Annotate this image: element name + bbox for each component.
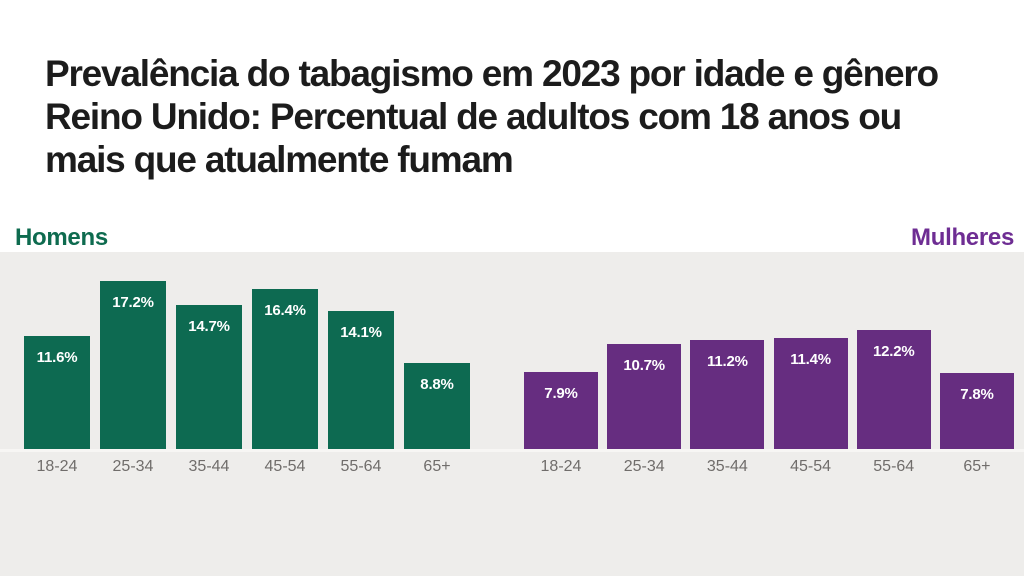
axis-tick-label: 25-34 xyxy=(112,458,154,475)
axis-tick-label: 65+ xyxy=(963,458,991,475)
axis-tick-label: 55-64 xyxy=(340,458,382,475)
axis-tick-label: 65+ xyxy=(423,458,451,475)
bar-value-label: 12.2% xyxy=(872,343,915,360)
x-axis-homens: 18-24 25-34 35-44 45-54 55-64 65+ xyxy=(24,458,470,476)
bar-value-label: 11.6% xyxy=(36,349,78,366)
axis-tick-label: 18-24 xyxy=(540,458,582,475)
bar-value-label: 11.4% xyxy=(790,351,831,368)
bar-value-label: 16.4% xyxy=(264,302,306,319)
bar-value-label: 7.9% xyxy=(544,385,578,402)
x-axis-mulheres: 18-24 25-34 35-44 45-54 55-64 65+ xyxy=(524,458,1014,476)
axis-tick-label: 18-24 xyxy=(36,458,78,475)
axis-tick-label: 35-44 xyxy=(188,458,230,475)
title-line-3: mais que atualmente fumam xyxy=(45,139,514,180)
bar-value-label: 10.7% xyxy=(623,357,665,374)
bar-value-label: 11.2% xyxy=(707,353,748,370)
bar: 7.8% xyxy=(939,373,1014,449)
bar-value-label: 8.8% xyxy=(420,376,454,393)
bar: 14.1% xyxy=(328,311,394,449)
x-axis-baseline xyxy=(0,449,1024,452)
axis-tick-label: 45-54 xyxy=(790,458,832,475)
bar: 8.8% xyxy=(404,363,470,449)
bar: 11.6% xyxy=(24,336,90,449)
bar: 14.7% xyxy=(176,305,242,449)
bar: 10.7% xyxy=(607,344,682,449)
bar: 7.9% xyxy=(524,372,598,449)
bar-value-label: 14.1% xyxy=(340,324,382,341)
page-title: Prevalência do tabagismo em 2023 por ida… xyxy=(45,52,985,181)
axis-tick-label: 25-34 xyxy=(623,458,665,475)
bar: 11.2% xyxy=(690,340,765,449)
title-line-2: Reino Unido: Percentual de adultos com 1… xyxy=(45,96,902,137)
bar: 17.2% xyxy=(100,281,166,449)
axis-tick-label: 35-44 xyxy=(706,458,748,475)
bar-value-label: 7.8% xyxy=(960,386,994,403)
bar: 12.2% xyxy=(856,330,931,449)
series-label-mulheres: Mulheres xyxy=(911,224,1014,251)
axis-tick-label: 45-54 xyxy=(264,458,306,475)
bar: 11.4% xyxy=(773,338,848,449)
title-line-1: Prevalência do tabagismo em 2023 por ida… xyxy=(45,53,939,94)
bar-chart-mulheres: 7.9% 10.7% 11.2% 11.4% 12.2% 7.8% xyxy=(524,252,1014,449)
bar-value-label: 14.7% xyxy=(188,318,230,335)
chart-panel: 11.6% 17.2% 14.7% 16.4% 14.1% 8.8% 7.9% 10.7% 1… xyxy=(0,252,1024,576)
bar: 16.4% xyxy=(252,289,318,449)
bar-chart-homens: 11.6% 17.2% 14.7% 16.4% 14.1% 8.8% xyxy=(24,252,470,449)
axis-tick-label: 55-64 xyxy=(873,458,915,475)
series-label-homens: Homens xyxy=(15,224,108,251)
bar-value-label: 17.2% xyxy=(112,294,154,311)
